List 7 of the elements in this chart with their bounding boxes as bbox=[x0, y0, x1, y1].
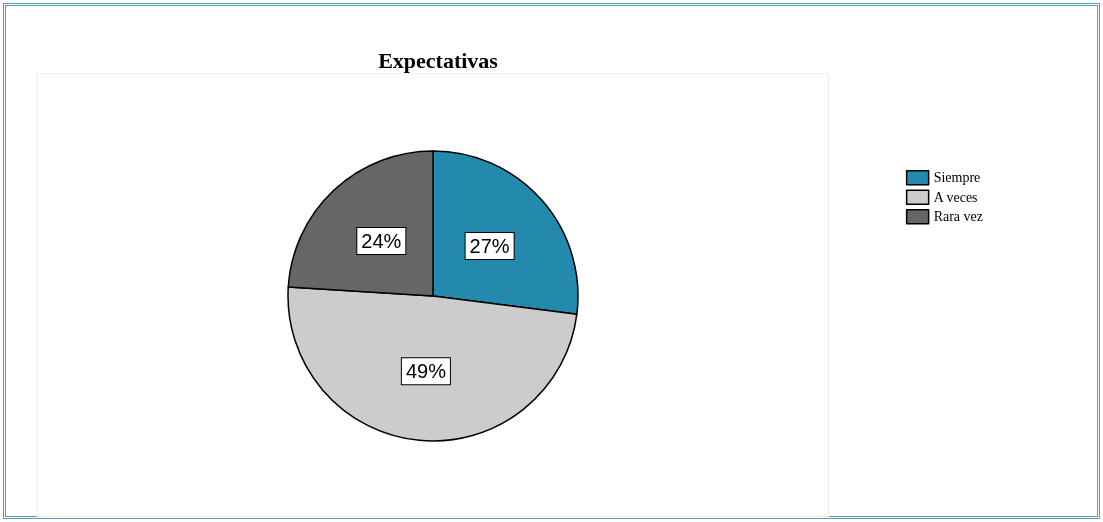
legend-label: Siempre bbox=[933, 170, 981, 186]
data-label: 27% bbox=[469, 235, 510, 258]
data-label: 24% bbox=[361, 229, 402, 252]
chart-title: Expectativas bbox=[378, 47, 499, 73]
legend-label: Rara vez bbox=[933, 209, 983, 225]
legend-label: A veces bbox=[933, 189, 978, 205]
data-label: 49% bbox=[405, 360, 447, 383]
